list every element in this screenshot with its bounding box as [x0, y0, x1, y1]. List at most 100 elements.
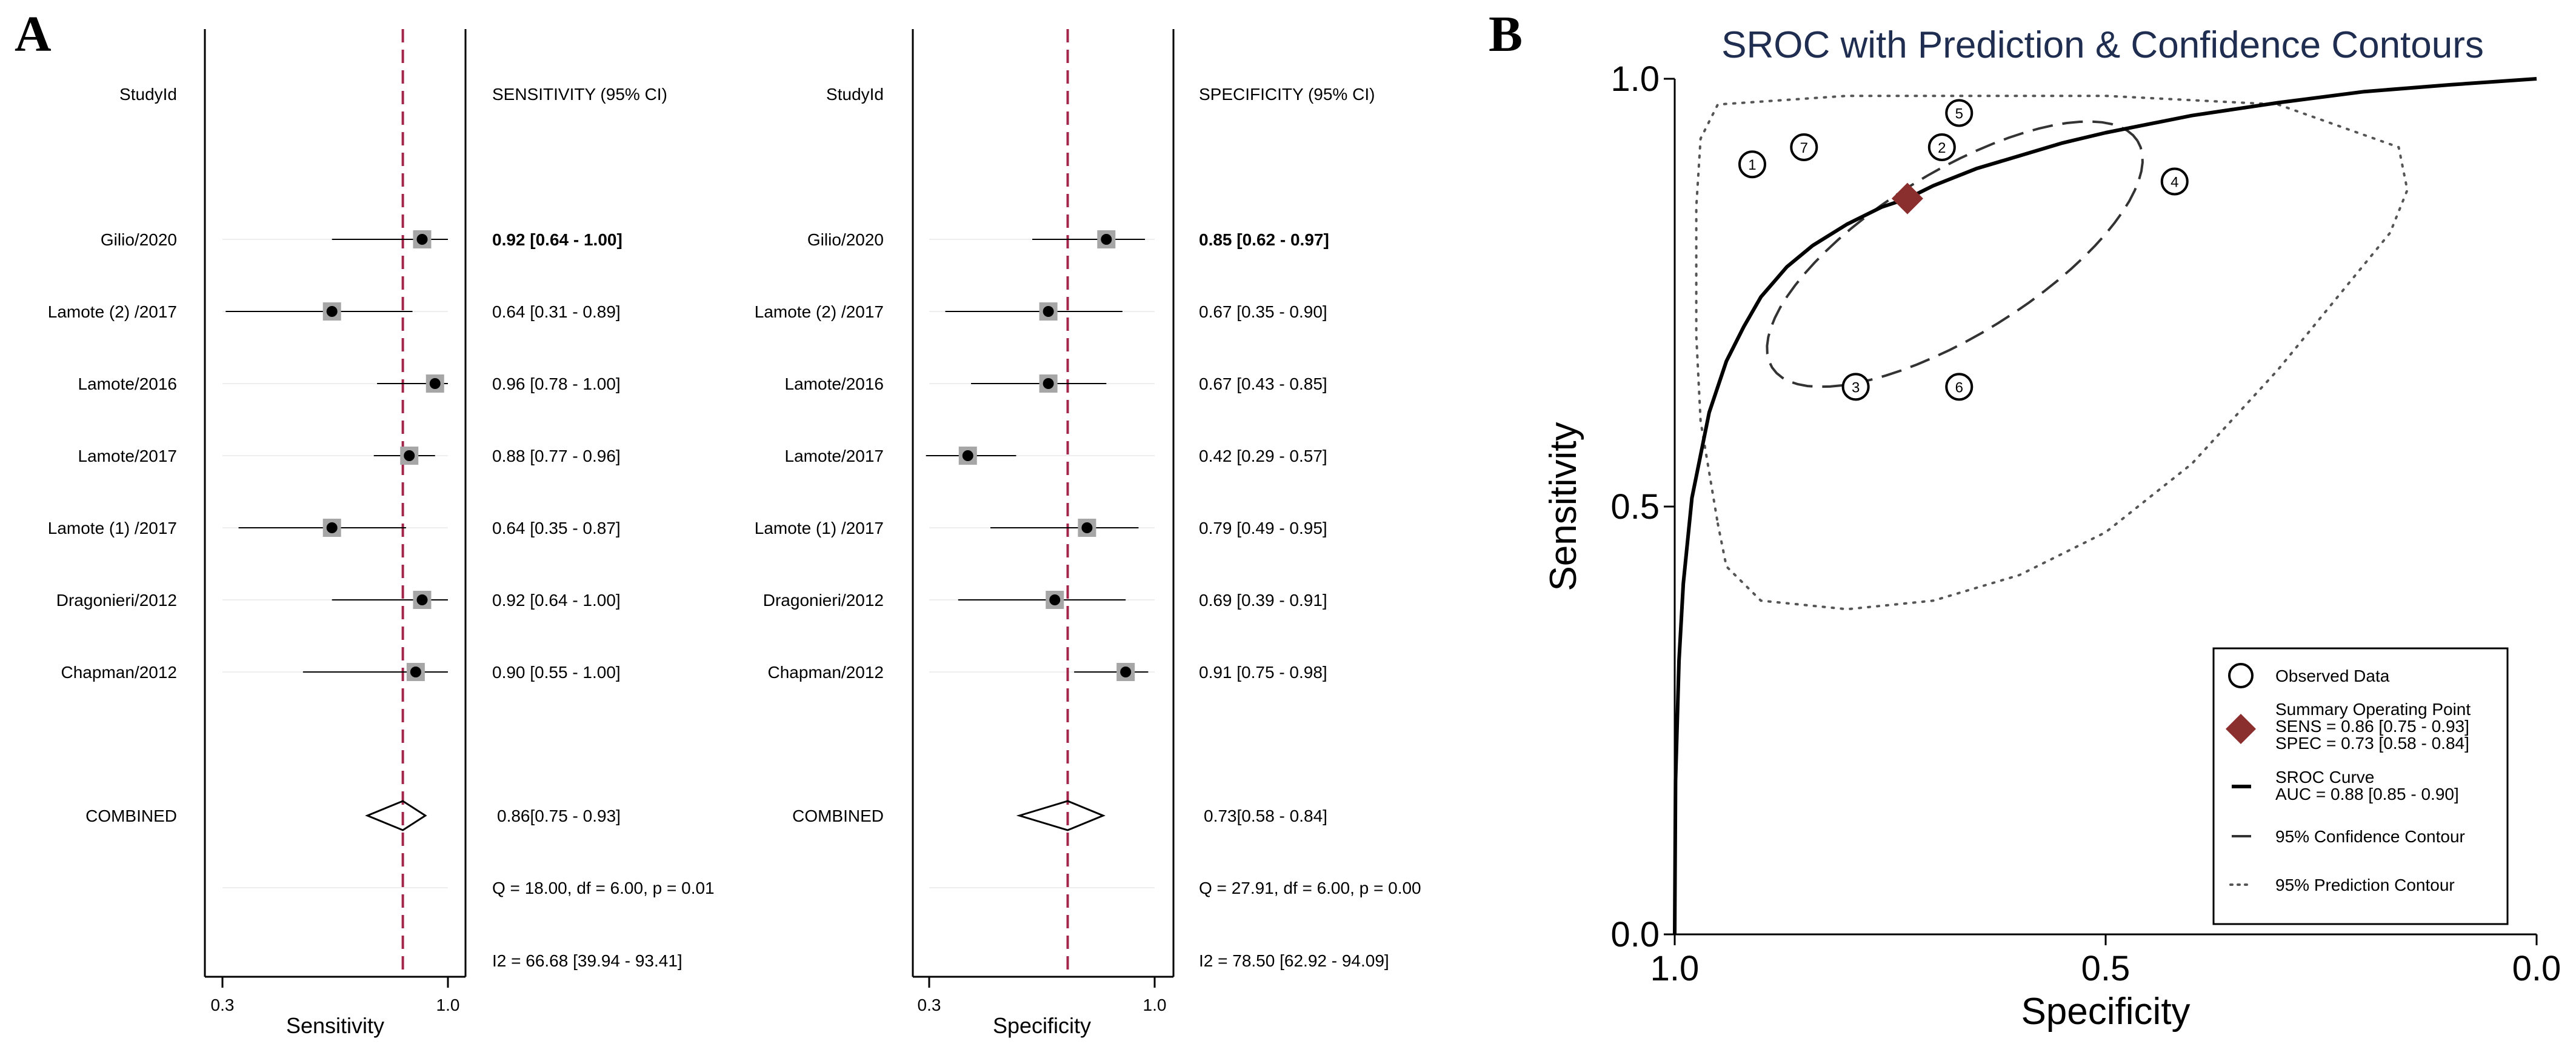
study-label: Lamote/2016 — [78, 374, 177, 393]
study-label: Chapman/2012 — [61, 663, 177, 682]
study-label: Lamote/2017 — [78, 447, 177, 465]
heterogeneity-q: Q = 27.91, df = 6.00, p = 0.00 — [1199, 879, 1421, 897]
observed-point-label: 2 — [1938, 140, 1946, 156]
summary-operating-point — [1891, 182, 1923, 215]
x-tick-label: 0.0 — [2512, 949, 2561, 988]
study-label: Dragonieri/2012 — [56, 591, 177, 610]
observed-point-label: 1 — [1748, 157, 1756, 173]
estimate-label: 0.91 [0.75 - 0.98] — [1199, 663, 1327, 682]
column-header-study: StudyId — [826, 85, 884, 104]
estimate-label: 0.64 [0.35 - 0.87] — [492, 519, 621, 537]
estimate-label: 0.79 [0.49 - 0.95] — [1199, 519, 1327, 537]
point-estimate — [410, 667, 421, 677]
x-tick-label: 0.3 — [918, 996, 941, 1014]
x-tick-label: 1.0 — [1143, 996, 1167, 1014]
observed-point-label: 3 — [1852, 379, 1860, 396]
estimate-label: 0.69 [0.39 - 0.91] — [1199, 591, 1327, 610]
study-label: Dragonieri/2012 — [763, 591, 884, 610]
column-header-study: StudyId — [119, 85, 177, 104]
observed-point-label: 6 — [1955, 379, 1963, 396]
y-tick-label: 1.0 — [1610, 59, 1660, 99]
legend-curve-title: SROC Curve — [2275, 768, 2374, 787]
panel-label-b: B — [1489, 6, 1523, 62]
observed-point — [1945, 99, 1974, 127]
x-axis-title: Specificity — [993, 1013, 1091, 1038]
point-estimate — [1043, 378, 1054, 389]
combined-diamond — [1016, 800, 1106, 831]
estimate-label: 0.90 [0.55 - 1.00] — [492, 663, 621, 682]
legend-summary-title: Summary Operating Point — [2275, 700, 2471, 719]
y-tick-label: 0.0 — [1610, 915, 1660, 954]
estimate-label: 0.67 [0.43 - 0.85] — [1199, 374, 1327, 393]
estimate-label: 0.96 [0.78 - 1.00] — [492, 374, 621, 393]
point-estimate — [326, 306, 338, 317]
point-estimate — [416, 594, 428, 605]
study-label: Gilio/2020 — [807, 230, 884, 249]
observed-point-label: 5 — [1955, 105, 1963, 122]
estimate-label: 0.92 [0.64 - 1.00] — [492, 230, 622, 249]
estimate-label: 0.92 [0.64 - 1.00] — [492, 591, 621, 610]
heterogeneity-i2: I2 = 66.68 [39.94 - 93.41] — [492, 951, 682, 970]
estimate-label: 0.85 [0.62 - 0.97] — [1199, 230, 1329, 249]
study-label: Lamote (2) /2017 — [755, 302, 884, 321]
point-estimate — [326, 522, 338, 533]
x-tick-label: 1.0 — [1650, 949, 1700, 988]
y-axis-title: Sensitivity — [1543, 422, 1584, 591]
x-tick-label: 0.3 — [211, 996, 235, 1014]
point-estimate — [1043, 306, 1054, 317]
heterogeneity-q: Q = 18.00, df = 6.00, p = 0.01 — [492, 879, 715, 897]
combined-estimate-label: 0.86[0.75 - 0.93] — [497, 807, 621, 825]
study-label: Lamote/2016 — [785, 374, 884, 393]
observed-point — [1945, 373, 1974, 401]
legend-summary-symbol — [2226, 714, 2256, 744]
prediction-contour — [1695, 95, 2409, 611]
confidence-contour — [1766, 120, 2144, 388]
sroc-plot: SROC with Prediction & Confidence Contou… — [1543, 24, 2561, 1033]
legend-box — [2212, 647, 2509, 925]
study-label: Chapman/2012 — [768, 663, 884, 682]
point-estimate — [1101, 234, 1112, 245]
observed-point — [1841, 373, 1870, 401]
x-axis-title: Specificity — [2021, 991, 2190, 1033]
point-estimate — [1120, 667, 1132, 677]
point-estimate — [962, 450, 973, 461]
x-tick-label: 0.5 — [2081, 949, 2131, 988]
observed-point — [1738, 150, 1766, 179]
combined-estimate-label: 0.73[0.58 - 0.84] — [1204, 807, 1327, 825]
legend-observed-label: Observed Data — [2275, 667, 2390, 685]
legend-summary-spec: SPEC = 0.73 [0.58 - 0.84] — [2275, 734, 2469, 753]
observed-point — [2160, 167, 2189, 196]
estimate-label: 0.67 [0.35 - 0.90] — [1199, 302, 1327, 321]
observed-point-label: 4 — [2171, 174, 2178, 190]
legend-prediction-label: 95% Prediction Contour — [2275, 876, 2455, 894]
study-label: Gilio/2020 — [101, 230, 177, 249]
point-estimate — [404, 450, 415, 461]
forest-plot-specificity: StudyId SPECIFICITY (95% CI) Gilio/2020 0.8… — [755, 29, 1421, 1038]
heterogeneity-i2: I2 = 78.50 [62.92 - 94.09] — [1199, 951, 1389, 970]
observed-point-label: 7 — [1800, 140, 1808, 156]
observed-point — [1790, 133, 1818, 161]
estimate-label: 0.64 [0.31 - 0.89] — [492, 302, 621, 321]
sroc-curve — [1673, 77, 2537, 935]
sroc-title: SROC with Prediction & Confidence Contou… — [1721, 24, 2484, 66]
point-estimate — [1081, 522, 1093, 533]
column-header-estimate: SENSITIVITY (95% CI) — [492, 85, 667, 104]
legend-summary-sens: SENS = 0.86 [0.75 - 0.93] — [2275, 717, 2469, 736]
legend-observed-symbol — [2228, 663, 2254, 688]
estimate-label: 0.88 [0.77 - 0.96] — [492, 447, 621, 465]
legend-confidence-label: 95% Confidence Contour — [2275, 827, 2465, 846]
panel-label-a: A — [15, 6, 52, 62]
combined-label: COMBINED — [85, 807, 177, 825]
y-tick-label: 0.5 — [1610, 487, 1660, 527]
study-label: Lamote (1) /2017 — [48, 519, 177, 537]
combined-diamond — [365, 800, 427, 831]
x-tick-label: 1.0 — [436, 996, 460, 1014]
study-label: Lamote (1) /2017 — [755, 519, 884, 537]
observed-point — [1927, 133, 1956, 161]
study-label: Lamote/2017 — [785, 447, 884, 465]
estimate-label: 0.42 [0.29 - 0.57] — [1199, 447, 1327, 465]
point-estimate — [429, 378, 441, 389]
combined-label: COMBINED — [792, 807, 884, 825]
point-estimate — [1049, 594, 1061, 605]
